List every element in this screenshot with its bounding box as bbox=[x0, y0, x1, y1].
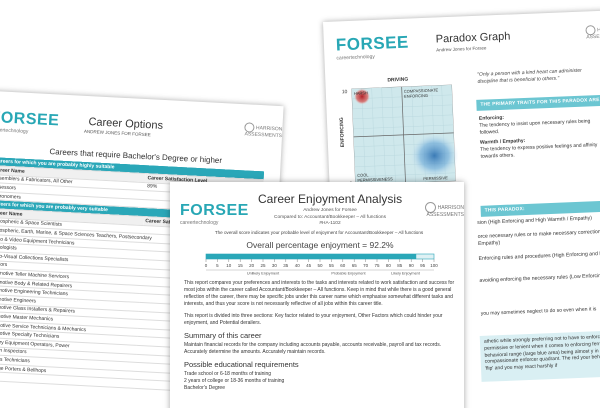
education-heading: Possible educational requirements bbox=[184, 360, 299, 369]
scale-tick-label: 10 bbox=[226, 263, 232, 268]
graph-plot bbox=[351, 84, 459, 186]
paradox-quote: "Only a person with a kind heart can adm… bbox=[477, 67, 582, 85]
band-label: Unlikely Enjoyment bbox=[247, 272, 280, 276]
scale-tick-label: 35 bbox=[283, 263, 289, 268]
scale-tick-label: 5 bbox=[216, 263, 219, 268]
scale-tick-label: 60 bbox=[340, 263, 346, 268]
report-sections: This report is divided into three sectio… bbox=[184, 313, 443, 326]
page-title: Paradox Graph bbox=[435, 30, 511, 46]
scale-tick-label: 70 bbox=[363, 263, 369, 268]
page-subtitle: Andrew Jones for Forsee bbox=[436, 45, 487, 53]
trait-warmth: Warmth / Empathy: The tendency to express… bbox=[479, 137, 598, 160]
paradox-note: you may sometimes neglect to do so even … bbox=[480, 306, 597, 317]
enjoyment-scale-svg: 0 5 10 15 20 25 30 35 40 45 50 55 60 65 70 75 80 85 90 95 10… bbox=[205, 253, 438, 276]
career-enjoyment-page: FORSEE careertechnology Career Enjoyment … bbox=[170, 182, 464, 408]
scale-tick-label: 100 bbox=[430, 263, 438, 268]
forsee-logo: FORSEE careertechnology bbox=[0, 108, 60, 135]
paradox-graph-page: FORSEE careertechnology Paradox Graph And… bbox=[323, 9, 600, 408]
scale-tick-label: 0 bbox=[205, 263, 208, 268]
harrison-logo: HARRISON ASSESSMENTS bbox=[404, 202, 464, 218]
page-subtitle: Andrew Jones for Forsee Compared to: Acco… bbox=[274, 208, 386, 227]
paradox-point-2: orce necessary rules or to make necessar… bbox=[477, 228, 600, 247]
quadrant-cool: COOL PERMISSIVENESS bbox=[357, 172, 393, 183]
scale-tick-label: 90 bbox=[409, 263, 415, 268]
score-intro: The overall score indicates your probabl… bbox=[214, 230, 424, 235]
scale-tick-label: 80 bbox=[386, 263, 392, 268]
enjoyment-scale: 0 5 10 15 20 25 30 35 40 45 50 55 60 65 70 75 80 85 90 95 10… bbox=[204, 252, 438, 276]
education-3: Bachelor's Degree bbox=[184, 385, 225, 391]
forsee-logo: FORSEE careertechnology bbox=[335, 32, 410, 62]
scale-tick-label: 20 bbox=[249, 263, 255, 268]
forsee-logo: FORSEE careertechnology bbox=[180, 202, 249, 226]
summary-text: Maintain financial records for the compa… bbox=[184, 342, 442, 355]
quadrant-harsh: HARSH bbox=[353, 90, 368, 96]
scale-tick-label: 95 bbox=[420, 263, 426, 268]
paradox-graph: DRIVING ENFORCING 10 0 bbox=[339, 75, 459, 192]
score-bar bbox=[206, 254, 417, 259]
this-paradox-bar: THIS PARADOX: bbox=[480, 199, 600, 217]
quadrant-compassionate: COMPASSIONATE ENFORCING bbox=[403, 87, 439, 99]
scale-tick-label: 50 bbox=[317, 263, 323, 268]
scale-tick-label: 30 bbox=[272, 263, 278, 268]
paradox-explanation: athetic while strongly preferring not to… bbox=[479, 329, 600, 382]
scale-tick-label: 25 bbox=[260, 263, 266, 268]
paradox-point-4: avoiding enforcing the necessary rules (… bbox=[479, 272, 600, 284]
scale-tick-label: 40 bbox=[295, 263, 301, 268]
education-2: 2 years of college or 18-36 months of tr… bbox=[184, 378, 285, 384]
harrison-logo: HARRISON ASSESSMENTS bbox=[207, 120, 283, 139]
scale-tick-label: 65 bbox=[352, 263, 358, 268]
trait-enforcing: Enforcing: The tendency to insist upon ne… bbox=[478, 114, 591, 136]
scale-tick-label: 45 bbox=[306, 263, 312, 268]
paradox-point-3: Enforcing rules and procedures (High Enf… bbox=[478, 250, 600, 262]
overall-enjoyment: Overall percentage enjoyment = 92.2% bbox=[246, 240, 394, 250]
band-label: Likely Enjoyment bbox=[391, 272, 421, 276]
page-title: Career Enjoyment Analysis bbox=[258, 192, 403, 206]
report-intro: This report compares your preferences an… bbox=[184, 280, 455, 307]
scale-tick-label: 75 bbox=[374, 263, 380, 268]
summary-heading: Summary of this career bbox=[184, 331, 262, 340]
band-label: Probable Enjoyment bbox=[331, 272, 366, 276]
scale-tick-label: 55 bbox=[329, 263, 335, 268]
scale-tick-label: 15 bbox=[238, 263, 244, 268]
scale-tick-label: 85 bbox=[397, 263, 403, 268]
harrison-logo: HARRISON ASSESSMENTS bbox=[584, 25, 600, 41]
education-1: Trade school or 6-18 months of training bbox=[184, 371, 272, 377]
traits-bar: THE PRIMARY TRAITS FOR THIS PARADOX ARE: bbox=[476, 94, 600, 111]
quadrant-permissive: PERMISSIVE bbox=[423, 175, 448, 182]
